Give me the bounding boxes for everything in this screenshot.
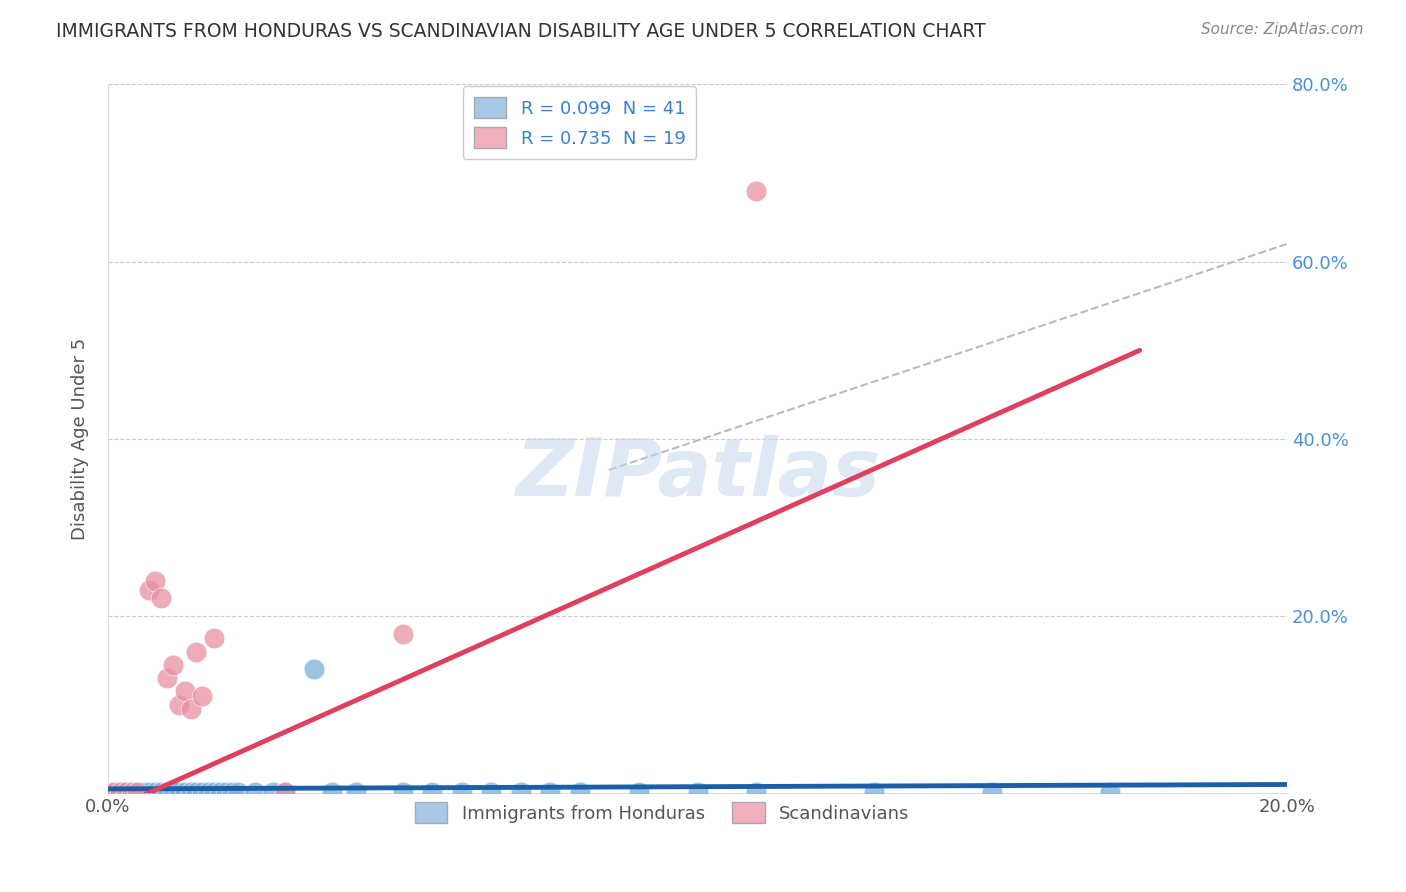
Point: [162, 657, 184, 672]
Point: [127, 785, 149, 799]
Point: [103, 785, 125, 799]
Point: [627, 785, 650, 799]
Point: [274, 785, 297, 799]
Point: [245, 785, 267, 799]
Point: [568, 785, 591, 799]
Point: [745, 785, 768, 799]
Point: [103, 785, 125, 799]
Y-axis label: Disability Age Under 5: Disability Age Under 5: [72, 338, 89, 540]
Point: [538, 785, 561, 799]
Point: [173, 684, 195, 698]
Point: [509, 785, 531, 799]
Point: [180, 702, 202, 716]
Point: [981, 785, 1004, 799]
Point: [274, 785, 297, 799]
Point: [221, 785, 243, 799]
Point: [127, 785, 149, 799]
Point: [143, 785, 166, 799]
Point: [215, 785, 238, 799]
Point: [391, 785, 413, 799]
Point: [114, 785, 136, 799]
Point: [167, 785, 190, 799]
Legend: Immigrants from Honduras, Scandinavians: Immigrants from Honduras, Scandinavians: [404, 791, 921, 834]
Point: [138, 582, 160, 597]
Point: [186, 644, 208, 658]
Point: [344, 785, 367, 799]
Point: [226, 785, 249, 799]
Point: [208, 785, 231, 799]
Point: [143, 574, 166, 588]
Point: [262, 785, 284, 799]
Point: [150, 591, 173, 606]
Point: [202, 632, 225, 646]
Point: [150, 785, 173, 799]
Point: [391, 627, 413, 641]
Point: [186, 785, 208, 799]
Point: [420, 785, 443, 799]
Point: [108, 785, 131, 799]
Text: ZIPatlas: ZIPatlas: [515, 435, 880, 513]
Point: [167, 698, 190, 712]
Point: [138, 785, 160, 799]
Point: [197, 785, 219, 799]
Point: [156, 785, 179, 799]
Point: [121, 784, 143, 798]
Point: [156, 671, 179, 685]
Point: [132, 785, 155, 799]
Point: [1099, 785, 1122, 799]
Point: [863, 785, 886, 799]
Point: [191, 689, 214, 703]
Text: IMMIGRANTS FROM HONDURAS VS SCANDINAVIAN DISABILITY AGE UNDER 5 CORRELATION CHAR: IMMIGRANTS FROM HONDURAS VS SCANDINAVIAN…: [56, 22, 986, 41]
Point: [321, 785, 343, 799]
Point: [108, 785, 131, 799]
Point: [686, 785, 709, 799]
Point: [202, 785, 225, 799]
Point: [479, 785, 502, 799]
Point: [114, 785, 136, 799]
Point: [121, 785, 143, 799]
Point: [304, 662, 326, 676]
Point: [162, 785, 184, 799]
Point: [173, 785, 195, 799]
Point: [745, 184, 768, 198]
Point: [450, 785, 472, 799]
Text: Source: ZipAtlas.com: Source: ZipAtlas.com: [1201, 22, 1364, 37]
Point: [180, 785, 202, 799]
Point: [191, 785, 214, 799]
